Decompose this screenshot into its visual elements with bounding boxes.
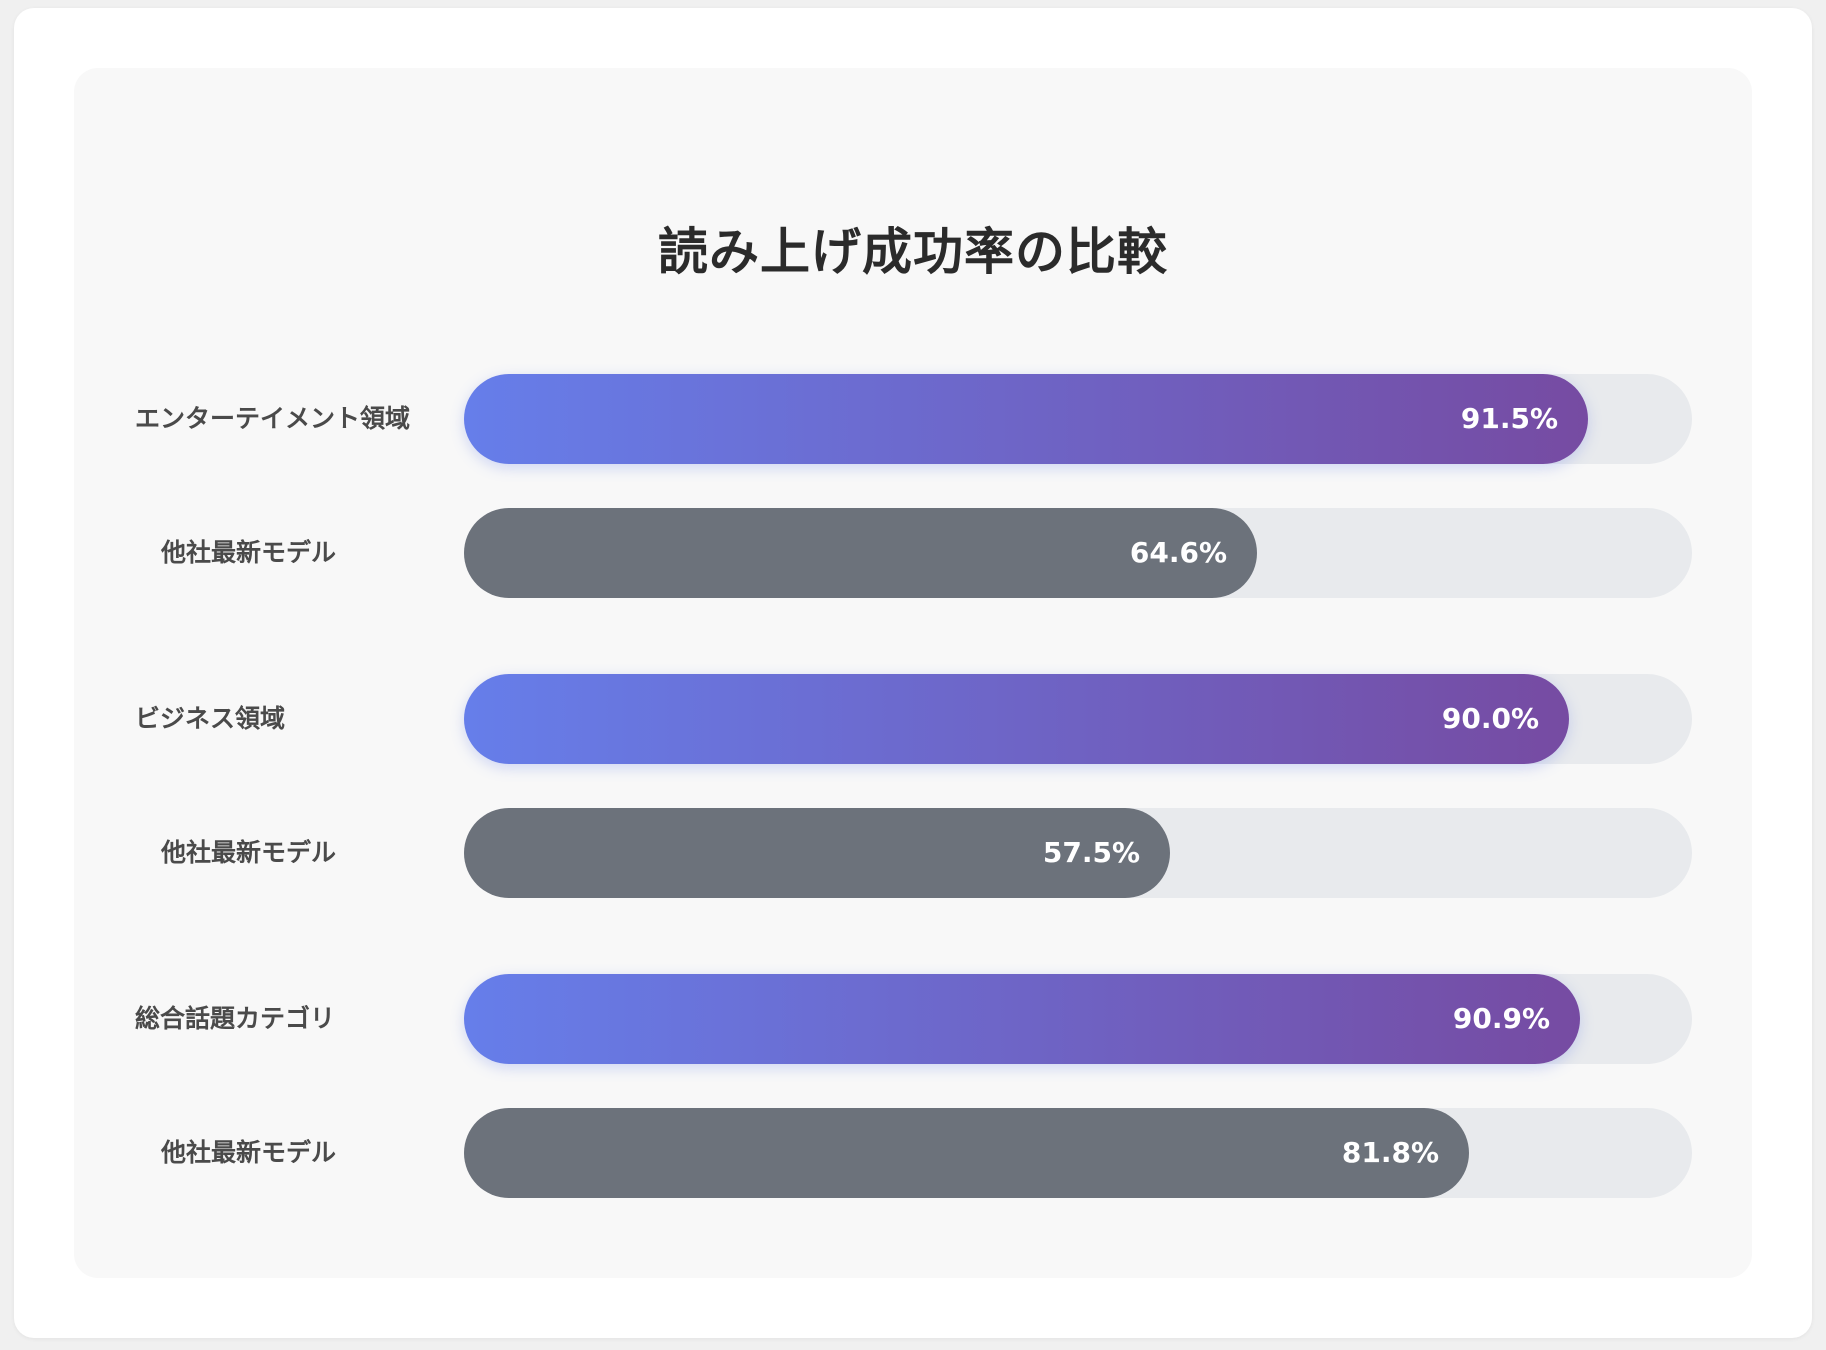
bar-label: ビジネス領域 (135, 704, 286, 733)
bar-label: 総合話題カテゴリ (135, 1004, 336, 1033)
bar-track: 90.0% (464, 674, 1692, 764)
bar-fill-competitor: 81.8% (464, 1108, 1469, 1198)
bar-label: 他社最新モデル (161, 1138, 337, 1167)
bar-row: エンターテイメント領域 91.5% (74, 374, 1752, 464)
bar-row: 総合話題カテゴリ 90.9% (74, 974, 1752, 1064)
window-frame: 読み上げ成功率の比較 エンターテイメント領域 91.5% 他社最新モデル 64.6% ビ… (14, 8, 1812, 1338)
bar-fill-ours: 90.0% (464, 674, 1569, 764)
bar-track: 91.5% (464, 374, 1692, 464)
bar-value-label: 57.5% (1042, 836, 1140, 869)
bar-track: 81.8% (464, 1108, 1692, 1198)
bar-value-label: 90.9% (1452, 1002, 1550, 1035)
bar-row: ビジネス領域 90.0% (74, 674, 1752, 764)
bar-row: 他社最新モデル 64.6% (74, 508, 1752, 598)
bar-value-label: 90.0% (1441, 702, 1539, 735)
bar-label: 他社最新モデル (161, 838, 337, 867)
bar-value-label: 81.8% (1341, 1136, 1439, 1169)
bar-fill-competitor: 64.6% (464, 508, 1257, 598)
bar-value-label: 91.5% (1460, 402, 1558, 435)
bar-row: 他社最新モデル 81.8% (74, 1108, 1752, 1198)
bar-fill-competitor: 57.5% (464, 808, 1170, 898)
bar-track: 90.9% (464, 974, 1692, 1064)
bar-track: 57.5% (464, 808, 1692, 898)
bar-track: 64.6% (464, 508, 1692, 598)
bar-label: エンターテイメント領域 (135, 404, 411, 433)
bar-fill-ours: 91.5% (464, 374, 1588, 464)
bar-label: 他社最新モデル (161, 538, 337, 567)
chart-card: 読み上げ成功率の比較 エンターテイメント領域 91.5% 他社最新モデル 64.6% ビ… (74, 68, 1752, 1278)
bar-value-label: 64.6% (1129, 536, 1227, 569)
chart-title: 読み上げ成功率の比較 (658, 223, 1168, 281)
bar-fill-ours: 90.9% (464, 974, 1580, 1064)
bar-row: 他社最新モデル 57.5% (74, 808, 1752, 898)
